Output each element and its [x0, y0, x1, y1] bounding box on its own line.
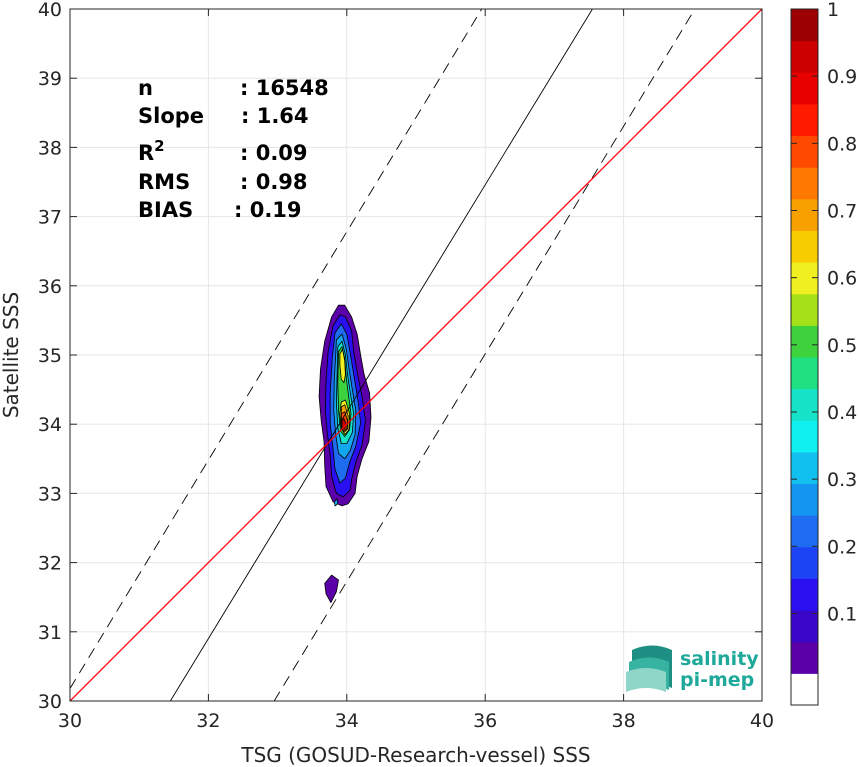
y-axis-label: Satellite SSS	[0, 292, 23, 418]
colorbar-segment	[791, 135, 818, 168]
y-tick-label: 31	[38, 622, 62, 644]
colorbar-tick-label: 1	[827, 0, 839, 21]
y-tick-label: 34	[38, 414, 62, 436]
colorbar-tick-label: 0.1	[827, 603, 857, 625]
density-contour	[324, 574, 339, 604]
logo-line2: pi-mep	[680, 669, 754, 691]
colorbar-tick-label: 0.5	[827, 335, 857, 357]
axis-ticks: 30 32 34 36 38 40 30 31 32 33 34 35 36 37 38 39 40	[38, 0, 774, 732]
x-tick-label: 38	[612, 710, 636, 732]
stat-label: RMS	[138, 170, 190, 194]
x-axis-label: TSG (GOSUD-Research-vessel) SSS	[240, 743, 590, 767]
x-tick-label: 36	[473, 710, 497, 732]
colorbar-segment	[791, 325, 818, 358]
lower-bound-dashed-line	[273, 12, 694, 701]
y-tick-label: 35	[38, 345, 62, 367]
reference-lines	[70, 9, 762, 701]
salinity-pi-mep-logo: salinity pi-mep	[626, 645, 759, 692]
colorbar-segment	[791, 673, 818, 706]
colorbar-segment	[791, 198, 818, 231]
stat-superscript: 2	[154, 137, 164, 155]
stat-value: : 0.09	[240, 141, 308, 165]
upper-bound-dashed-line	[70, 9, 483, 689]
stat-label: R2	[138, 137, 165, 165]
colorbar-segment	[791, 420, 818, 453]
colorbar-segment	[791, 578, 818, 611]
stat-label: Slope	[138, 104, 204, 128]
colorbar-segment	[791, 72, 818, 105]
x-tick-label: 34	[335, 710, 359, 732]
stat-value: : 1.64	[241, 104, 309, 128]
colorbar-segment	[791, 515, 818, 548]
x-tick-label: 30	[58, 710, 82, 732]
y-tick-label: 32	[38, 553, 62, 575]
x-tick-label: 32	[196, 710, 220, 732]
colorbar-segment	[791, 167, 818, 200]
logo-line1: salinity	[680, 648, 759, 670]
colorbar-segment	[791, 9, 818, 42]
regression-line	[169, 9, 593, 701]
colorbar-tick-label: 0.4	[827, 402, 857, 424]
colorbar-frame	[790, 8, 819, 706]
waves-icon	[626, 645, 672, 692]
colorbar-segment	[791, 357, 818, 390]
colorbar-tick-label: 0.8	[827, 133, 857, 155]
y-tick-label: 38	[38, 137, 62, 159]
colorbar-segment	[791, 103, 818, 137]
colorbar: 0.1 0.2 0.3 0.4 0.5 0.6 0.7 0.8 0.9 1	[790, 0, 857, 706]
colorbar-segment	[791, 483, 818, 516]
y-tick-label: 36	[38, 276, 62, 298]
stat-label: n	[138, 76, 153, 100]
colorbar-tick-label: 0.2	[827, 536, 857, 558]
colorbar-tick-label: 0.7	[827, 200, 857, 222]
y-tick-label: 33	[38, 483, 62, 505]
colorbar-tick-label: 0.9	[827, 66, 857, 88]
colorbar-segment	[791, 546, 818, 579]
stat-value: : 16548	[240, 76, 329, 100]
colorbar-tick-label: 0.6	[827, 268, 857, 290]
colorbar-segment	[791, 230, 818, 263]
stat-value: : 0.98	[240, 170, 308, 194]
y-tick-label: 37	[38, 207, 62, 229]
density-contour	[333, 498, 339, 507]
x-tick-label: 40	[750, 710, 774, 732]
y-tick-label: 40	[38, 0, 62, 21]
y-tick-label: 39	[38, 68, 62, 90]
colorbar-segment	[791, 388, 818, 421]
stat-label: BIAS	[138, 198, 193, 222]
density-contours	[318, 304, 372, 604]
colorbar-tick-label: 0.3	[827, 469, 857, 491]
stats-box: n : 16548 Slope : 1.64 R2 : 0.09 RMS : 0.98 BIAS…	[138, 76, 329, 222]
density-contour	[339, 349, 346, 384]
colorbar-segment	[791, 293, 818, 326]
one-to-one-line	[70, 9, 762, 701]
colorbar-segment	[791, 40, 818, 73]
y-tick-label: 30	[38, 691, 62, 713]
colorbar-segment	[791, 641, 818, 674]
colorbar-segment	[791, 610, 818, 643]
stat-value: : 0.19	[234, 198, 302, 222]
colorbar-segment	[791, 262, 818, 295]
